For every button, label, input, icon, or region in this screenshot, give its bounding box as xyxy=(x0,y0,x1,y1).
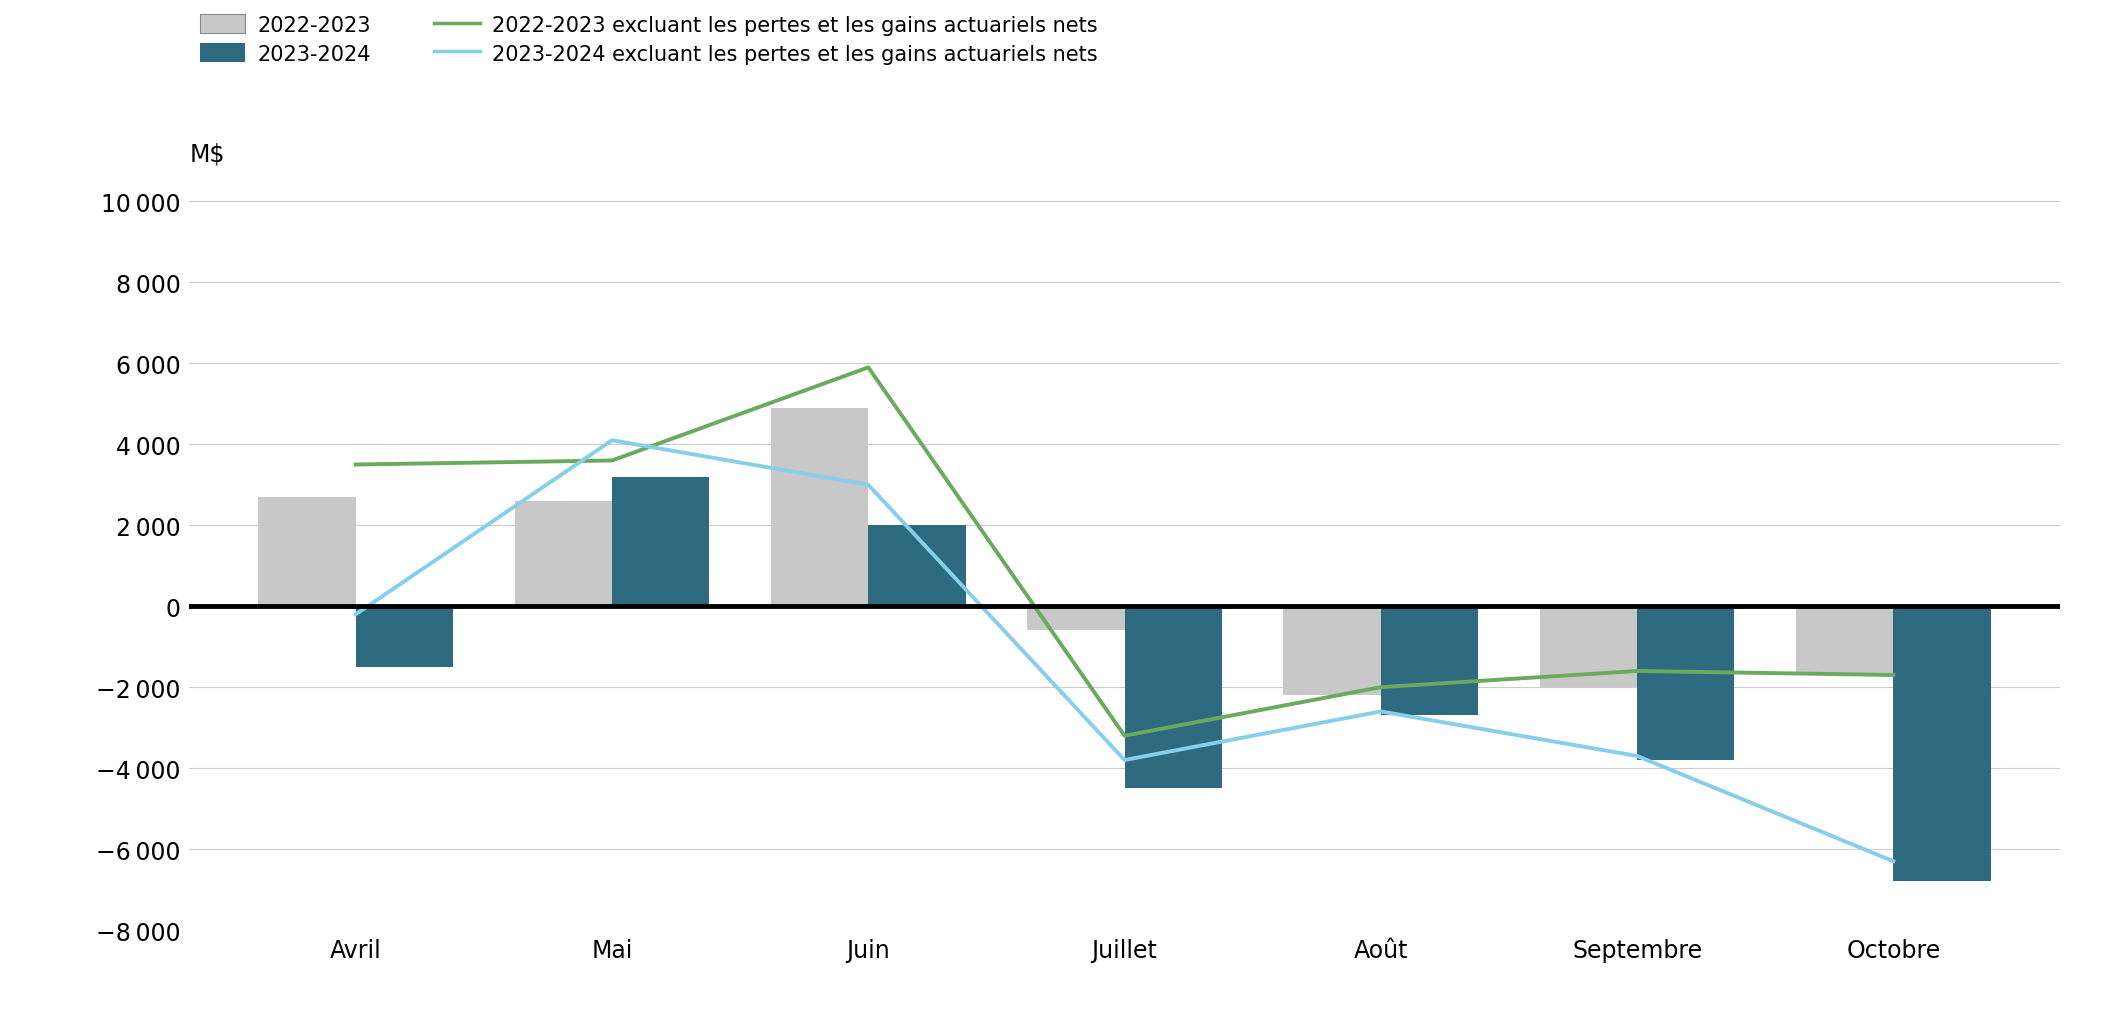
Bar xyxy=(355,607,454,667)
Bar xyxy=(1795,607,1894,675)
Bar xyxy=(612,477,708,607)
Bar xyxy=(1541,607,1637,687)
Bar xyxy=(1381,607,1478,716)
Bar xyxy=(868,526,965,607)
Legend: 2022-2023, 2023-2024, 2022-2023 excluant les pertes et les gains actuariels nets: 2022-2023, 2023-2024, 2022-2023 excluant… xyxy=(200,15,1097,65)
Bar xyxy=(1894,607,1991,882)
Text: M$: M$ xyxy=(189,143,225,167)
Bar xyxy=(259,497,355,607)
Bar xyxy=(1028,607,1125,631)
Bar xyxy=(771,408,868,607)
Bar xyxy=(1125,607,1221,789)
Bar xyxy=(1637,607,1734,760)
Bar xyxy=(1284,607,1381,696)
Bar xyxy=(515,501,612,607)
